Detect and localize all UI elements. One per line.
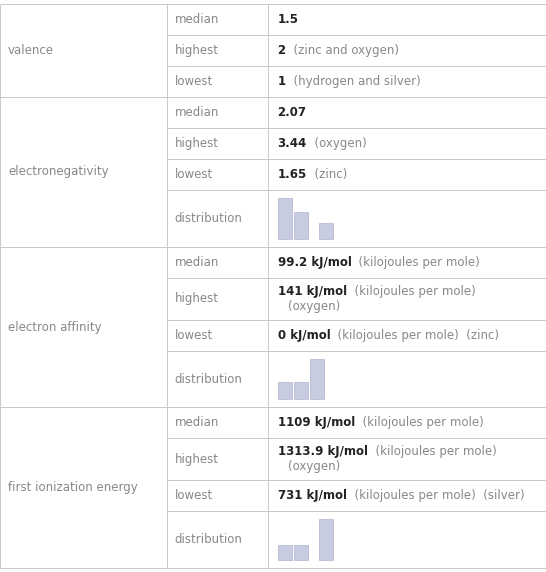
Text: (zinc): (zinc) <box>307 168 347 181</box>
Text: lowest: lowest <box>175 329 213 342</box>
Text: 3.44: 3.44 <box>277 137 307 150</box>
Text: median: median <box>175 256 219 269</box>
Text: median: median <box>175 13 219 26</box>
Text: valence: valence <box>8 44 54 57</box>
Text: (kilojoules per mole): (kilojoules per mole) <box>352 256 480 269</box>
Text: electronegativity: electronegativity <box>8 165 109 178</box>
Text: (hydrogen and silver): (hydrogen and silver) <box>286 75 420 88</box>
Text: median: median <box>175 416 219 430</box>
Text: (oxygen): (oxygen) <box>307 137 366 150</box>
Text: highest: highest <box>175 292 218 305</box>
Text: (kilojoules per mole): (kilojoules per mole) <box>367 446 496 458</box>
Text: distribution: distribution <box>175 212 242 225</box>
Text: distribution: distribution <box>175 533 242 546</box>
Text: 1: 1 <box>277 75 286 88</box>
Text: 1109 kJ/mol: 1109 kJ/mol <box>277 416 355 430</box>
Text: (kilojoules per mole)  (silver): (kilojoules per mole) (silver) <box>347 490 524 502</box>
Text: highest: highest <box>175 137 218 150</box>
Text: 731 kJ/mol: 731 kJ/mol <box>277 490 347 502</box>
Bar <box>277 382 292 399</box>
Text: (oxygen): (oxygen) <box>288 460 340 474</box>
Text: 1.5: 1.5 <box>277 13 299 26</box>
Text: electron affinity: electron affinity <box>8 320 102 333</box>
Text: median: median <box>175 106 219 119</box>
Text: 2.07: 2.07 <box>277 106 306 119</box>
Text: 141 kJ/mol: 141 kJ/mol <box>277 285 347 297</box>
Text: 99.2 kJ/mol: 99.2 kJ/mol <box>277 256 352 269</box>
Bar <box>277 545 292 560</box>
Text: (zinc and oxygen): (zinc and oxygen) <box>286 44 399 57</box>
Text: (kilojoules per mole)  (zinc): (kilojoules per mole) (zinc) <box>330 329 499 342</box>
Text: 2: 2 <box>277 44 286 57</box>
Text: distribution: distribution <box>175 372 242 386</box>
Text: 1.65: 1.65 <box>277 168 307 181</box>
Text: highest: highest <box>175 453 218 466</box>
Bar <box>310 359 324 399</box>
Text: (oxygen): (oxygen) <box>288 300 340 313</box>
Text: lowest: lowest <box>175 168 213 181</box>
Bar <box>294 382 307 399</box>
Text: (kilojoules per mole): (kilojoules per mole) <box>355 416 484 430</box>
Bar <box>277 198 292 239</box>
Text: lowest: lowest <box>175 490 213 502</box>
Text: first ionization energy: first ionization energy <box>8 481 138 494</box>
Bar <box>319 519 333 560</box>
Text: lowest: lowest <box>175 75 213 88</box>
Bar <box>294 545 307 560</box>
Text: 1313.9 kJ/mol: 1313.9 kJ/mol <box>277 446 367 458</box>
Text: highest: highest <box>175 44 218 57</box>
Text: (kilojoules per mole): (kilojoules per mole) <box>347 285 476 297</box>
Text: 0 kJ/mol: 0 kJ/mol <box>277 329 330 342</box>
Bar <box>319 223 333 239</box>
Bar <box>294 212 307 239</box>
